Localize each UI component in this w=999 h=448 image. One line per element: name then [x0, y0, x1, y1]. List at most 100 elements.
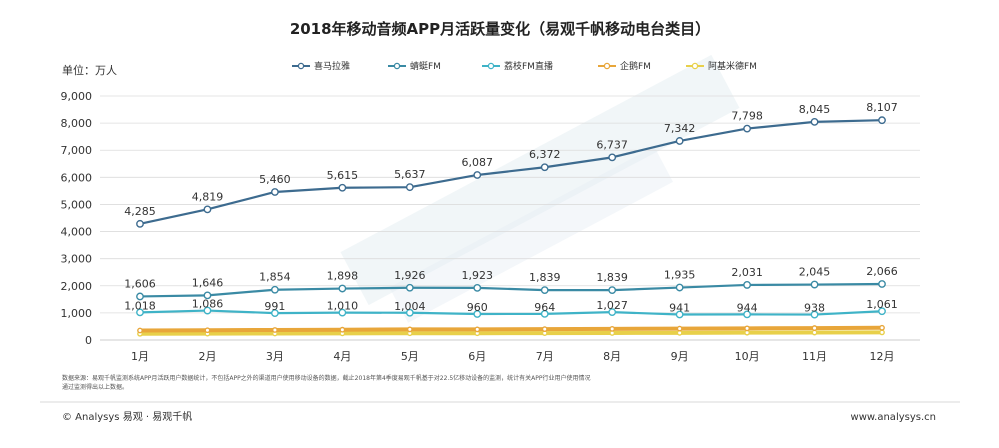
- y-tick-label: 8,000: [61, 117, 93, 130]
- data-label: 8,107: [866, 101, 898, 114]
- data-point: [675, 283, 684, 292]
- data-label: 2,031: [731, 266, 763, 279]
- data-label: 1,839: [596, 271, 628, 284]
- x-tick-label: 11月: [802, 350, 827, 363]
- x-tick-label: 7月: [536, 350, 554, 363]
- data-point: [810, 310, 819, 319]
- y-tick-label: 1,000: [61, 307, 93, 320]
- data-label: 8,045: [799, 103, 831, 116]
- data-label: 944: [737, 301, 758, 314]
- data-label: 1,027: [596, 299, 628, 312]
- legend-label: 阿基米德FM: [708, 60, 757, 72]
- data-point: [608, 153, 617, 162]
- y-tick-label: 7,000: [61, 144, 93, 157]
- grid: [100, 95, 920, 341]
- footer-website: www.analysys.cn: [851, 412, 936, 423]
- unit-label: 单位：万人: [62, 63, 117, 77]
- series-qie: [137, 324, 885, 334]
- data-point: [338, 284, 347, 293]
- y-tick-label: 3,000: [61, 253, 93, 266]
- data-point: [811, 329, 818, 336]
- chart-title: 2018年移动音频APP月活跃量变化（易观千帆移动电台类目）: [290, 20, 710, 38]
- x-tick-label: 3月: [266, 350, 284, 363]
- data-label: 4,285: [124, 205, 156, 218]
- data-point: [339, 326, 346, 333]
- data-point: [810, 117, 819, 126]
- legend-label: 蜻蜓FM: [410, 60, 441, 72]
- data-label: 7,342: [664, 122, 696, 135]
- legend-swatch-marker: [297, 62, 305, 70]
- series-line: [139, 309, 883, 316]
- data-point: [743, 281, 751, 289]
- legend-label: 荔枝FM直播: [504, 60, 553, 72]
- data-point: [608, 286, 617, 295]
- data-point: [136, 219, 144, 228]
- data-source-note-2: 通过监测得出以上数据。: [62, 383, 128, 391]
- y-tick-label: 4,000: [61, 226, 93, 239]
- legend-swatch-marker: [603, 62, 611, 70]
- x-tick-label: 2月: [198, 350, 216, 363]
- legend-label: 喜马拉雅: [314, 60, 350, 72]
- data-label: 964: [534, 301, 555, 314]
- legend-swatch-marker: [487, 62, 495, 70]
- data-label: 960: [467, 301, 488, 314]
- data-point: [271, 285, 279, 294]
- data-label: 938: [804, 302, 825, 315]
- series-layer: 1,018 1,086 991 1,010 1,004 960 964 1,027 941 944…: [124, 101, 898, 337]
- data-point: [405, 183, 414, 192]
- y-tick-label: 9,000: [61, 90, 93, 103]
- data-point: [474, 326, 481, 333]
- data-label: 991: [264, 300, 285, 313]
- data-point: [271, 188, 279, 196]
- legend-swatch-marker: [393, 62, 401, 70]
- data-point: [878, 307, 886, 316]
- data-label: 1,854: [259, 271, 291, 284]
- data-point: [744, 325, 750, 332]
- data-point: [338, 308, 347, 317]
- data-point: [204, 327, 211, 334]
- x-tick-label: 4月: [333, 350, 351, 363]
- data-point: [272, 327, 278, 333]
- data-point: [675, 310, 684, 319]
- y-tick-label: 5,000: [61, 198, 93, 211]
- data-point: [203, 291, 212, 300]
- data-source-note: 数据来源：易观千帆监测系统APP月活跃用户数据统计，不包括APP之外的渠道用户使…: [62, 374, 590, 382]
- y-tick-label: 0: [85, 334, 92, 347]
- data-point: [540, 163, 549, 172]
- data-label: 2,066: [866, 265, 898, 278]
- data-point: [137, 327, 143, 334]
- data-point: [136, 292, 144, 301]
- data-label: 5,637: [394, 168, 426, 181]
- data-point: [878, 116, 886, 125]
- data-point: [879, 329, 885, 336]
- data-label: 2,045: [799, 266, 831, 279]
- data-point: [810, 280, 819, 289]
- data-label: 4,819: [192, 190, 224, 203]
- data-label: 1,646: [192, 276, 224, 289]
- data-label: 5,460: [259, 173, 291, 186]
- data-label: 6,737: [596, 138, 628, 151]
- data-point: [675, 137, 684, 145]
- watermark-band: [389, 146, 674, 323]
- data-point: [879, 324, 885, 331]
- x-axis: 1月 2月 3月 4月 5月 6月 7月 8月 9月 10月 11月 12月: [131, 350, 895, 363]
- data-point: [811, 325, 818, 331]
- data-label: 1,606: [124, 277, 156, 290]
- x-tick-label: 5月: [401, 350, 419, 363]
- data-point: [878, 280, 886, 288]
- data-point: [406, 326, 413, 333]
- data-point: [473, 171, 482, 179]
- data-label: 1,004: [394, 300, 426, 313]
- data-point: [541, 326, 548, 333]
- legend-swatch-marker: [691, 62, 699, 70]
- series-lizhi: 1,018 1,086 991 1,010 1,004 960 964 1,027 941 944…: [124, 298, 898, 319]
- x-tick-label: 6月: [468, 350, 486, 363]
- data-point: [743, 124, 751, 133]
- data-point: [473, 310, 482, 318]
- data-point: [676, 325, 683, 332]
- data-label: 1,898: [327, 270, 359, 283]
- data-point: [136, 308, 144, 317]
- data-label: 1,086: [192, 298, 224, 311]
- data-label: 1,926: [394, 269, 426, 282]
